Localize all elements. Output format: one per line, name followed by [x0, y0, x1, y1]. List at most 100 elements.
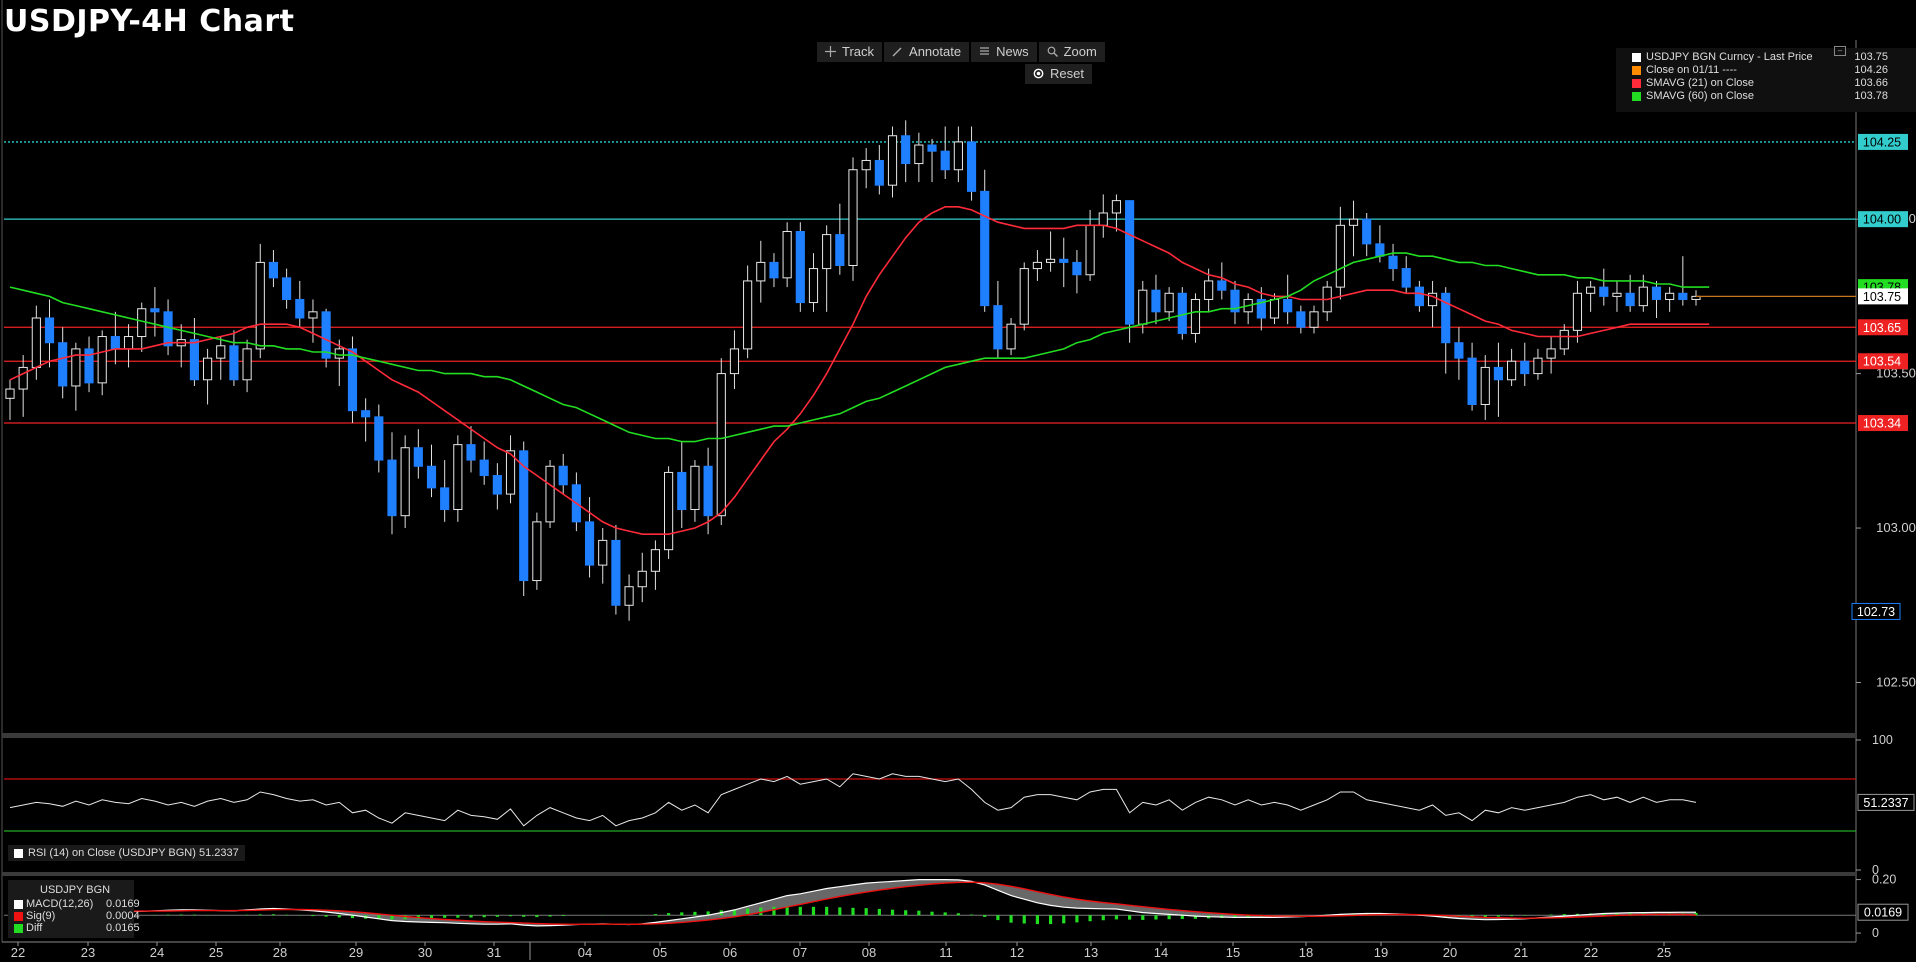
legend-row: Close on 01/11 ---- 104.26 [1628, 64, 1888, 77]
candle-body [1230, 289, 1240, 313]
macd-diff-bar [956, 913, 960, 916]
candle [914, 132, 924, 183]
candle [374, 404, 384, 473]
candle [1059, 237, 1069, 288]
candle [650, 540, 661, 590]
candle [835, 203, 845, 275]
reset-icon [1033, 68, 1044, 79]
candle-body [202, 357, 213, 381]
level-label-bg [1858, 133, 1908, 150]
track-button[interactable]: Track [817, 42, 883, 62]
macd-diff-bar [772, 906, 776, 916]
candle [874, 145, 884, 195]
candle-body [1256, 298, 1266, 319]
candle-body [835, 234, 845, 266]
candle [729, 330, 740, 390]
candle [466, 426, 476, 473]
annotate-label: Annotate [909, 44, 962, 59]
macd-diff-bar [377, 915, 381, 920]
candle-body [123, 336, 134, 350]
candle-body [598, 539, 608, 566]
candle-body [1335, 224, 1345, 288]
candle-body [1612, 292, 1622, 297]
candle-body [1467, 357, 1477, 405]
macd-diff-bar [1167, 915, 1171, 920]
annotate-button[interactable]: Annotate [884, 42, 970, 62]
candle-body [1572, 292, 1583, 331]
candle-body [769, 261, 779, 279]
candle [690, 460, 700, 522]
candle [637, 552, 647, 603]
macd-diff-bar [1496, 915, 1501, 917]
magnifier-icon [1047, 46, 1058, 57]
panel-divider-1 [2, 733, 1856, 738]
candle-body [97, 336, 107, 384]
level-label: 103.54 [1863, 355, 1901, 369]
candle-body [861, 159, 871, 171]
candle-body [1348, 218, 1359, 226]
candle [1230, 280, 1240, 325]
macd-legend-title: USDJPY BGN [40, 884, 111, 896]
candle [216, 336, 226, 380]
sma21-line [9, 206, 1710, 536]
macd-diff-bar [825, 906, 829, 916]
candle [150, 287, 160, 337]
legend-swatch [1632, 66, 1641, 75]
candle [1546, 336, 1556, 374]
x-tick-label: 28 [273, 945, 287, 960]
candle [347, 336, 358, 424]
x-tick-label: 22 [1584, 945, 1598, 960]
x-tick-label: 23 [81, 945, 95, 960]
candle-body [1625, 292, 1635, 307]
candle [1032, 250, 1042, 281]
x-tick-label: 25 [209, 945, 223, 960]
macd-series-name: MACD(12,26) [26, 898, 94, 910]
x-tick-label: 25 [1657, 945, 1671, 960]
candle [1559, 324, 1569, 356]
macd-diff-bar [1035, 915, 1040, 925]
candle [1414, 280, 1424, 312]
macd-diff-bar [838, 907, 842, 916]
candle-body [479, 459, 489, 477]
candle-body [822, 234, 832, 270]
x-tick-label: 29 [349, 945, 363, 960]
rsi-tick-label: 100 [1872, 733, 1893, 747]
macd-diff-bar [693, 911, 697, 916]
candle [1441, 287, 1451, 374]
candle [782, 222, 792, 288]
macd-diff-bar [759, 907, 763, 916]
candle [1125, 200, 1135, 343]
macd-diff-bar [1009, 915, 1013, 923]
candle [927, 138, 937, 183]
candle [440, 460, 450, 522]
candle [229, 330, 239, 386]
candle [1507, 348, 1517, 386]
candle-body [1006, 323, 1016, 350]
candle [1111, 194, 1122, 232]
reset-label: Reset [1050, 66, 1084, 81]
news-icon [980, 47, 990, 55]
candle [1480, 355, 1490, 420]
candle-body [1678, 292, 1688, 300]
candle [1612, 280, 1622, 312]
x-tick-label: 19 [1374, 945, 1388, 960]
macd-swatch [14, 912, 23, 921]
track-label: Track [842, 44, 875, 59]
news-button[interactable]: News [971, 42, 1037, 62]
macd-diff-bar [1062, 915, 1066, 924]
candle-body [466, 444, 476, 461]
y-tick-label: 102.50 [1876, 674, 1916, 689]
macd-diff-bar [1246, 915, 1250, 918]
reset-button[interactable]: Reset [1025, 64, 1092, 84]
candle-body [637, 570, 647, 588]
candle-body [1665, 292, 1675, 300]
legend-close-icon[interactable]: – [1834, 46, 1846, 56]
candle-body [361, 410, 371, 418]
candle [1217, 262, 1227, 300]
candle-body [611, 539, 621, 606]
level-label-bg [1858, 319, 1908, 336]
macd-diff-bar [258, 914, 262, 916]
candle-body [782, 231, 792, 279]
zoom-button[interactable]: Zoom [1038, 42, 1105, 62]
